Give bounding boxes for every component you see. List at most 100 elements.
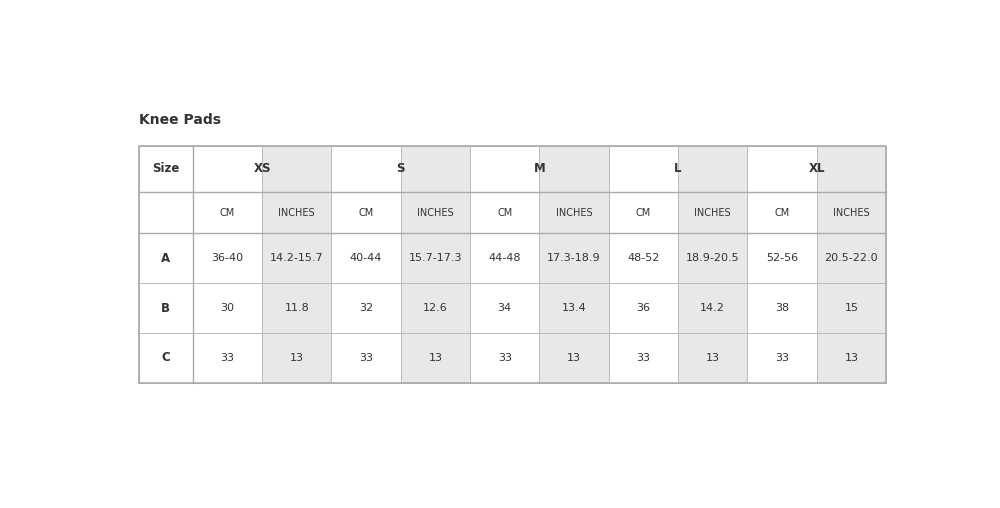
- Text: CM: CM: [774, 208, 790, 217]
- Bar: [609, 146, 678, 192]
- Bar: [401, 333, 470, 383]
- Bar: [539, 233, 609, 283]
- Text: INCHES: INCHES: [556, 208, 592, 217]
- Bar: [139, 192, 193, 233]
- Bar: [139, 146, 193, 192]
- Text: 13: 13: [567, 353, 581, 363]
- Text: M: M: [534, 162, 545, 175]
- Bar: [331, 283, 401, 333]
- Text: 13: 13: [844, 353, 858, 363]
- Bar: [609, 192, 678, 233]
- Text: 33: 33: [636, 353, 650, 363]
- Text: INCHES: INCHES: [278, 208, 315, 217]
- Bar: [539, 192, 609, 233]
- Text: 17.3-18.9: 17.3-18.9: [547, 253, 601, 263]
- Text: B: B: [161, 302, 170, 314]
- Text: 52-56: 52-56: [766, 253, 798, 263]
- Bar: [539, 333, 609, 383]
- Text: Knee Pads: Knee Pads: [139, 113, 221, 128]
- Text: 13: 13: [428, 353, 442, 363]
- Bar: [139, 333, 193, 383]
- Text: 13.4: 13.4: [562, 303, 586, 313]
- Text: INCHES: INCHES: [833, 208, 870, 217]
- Text: 33: 33: [775, 353, 789, 363]
- Text: C: C: [161, 352, 170, 364]
- Text: 15.7-17.3: 15.7-17.3: [409, 253, 462, 263]
- Bar: [539, 283, 609, 333]
- Bar: [678, 192, 747, 233]
- Bar: [747, 333, 817, 383]
- Text: 32: 32: [359, 303, 373, 313]
- Bar: [609, 283, 678, 333]
- Text: S: S: [396, 162, 405, 175]
- Bar: [331, 146, 401, 192]
- Text: A: A: [161, 252, 170, 265]
- Bar: [747, 146, 817, 192]
- Bar: [262, 283, 331, 333]
- Text: 33: 33: [220, 353, 234, 363]
- Bar: [262, 233, 331, 283]
- Bar: [470, 146, 539, 192]
- Bar: [817, 192, 886, 233]
- Text: Size: Size: [152, 162, 180, 175]
- Text: 14.2: 14.2: [700, 303, 725, 313]
- Bar: [193, 146, 262, 192]
- Text: CM: CM: [636, 208, 651, 217]
- Bar: [678, 233, 747, 283]
- Bar: [262, 192, 331, 233]
- Text: 18.9-20.5: 18.9-20.5: [686, 253, 740, 263]
- Bar: [678, 283, 747, 333]
- Bar: [401, 233, 470, 283]
- Text: 15: 15: [844, 303, 858, 313]
- Bar: [401, 283, 470, 333]
- Bar: [262, 146, 331, 192]
- Bar: [817, 146, 886, 192]
- Bar: [139, 283, 193, 333]
- Bar: [401, 192, 470, 233]
- Text: 14.2-15.7: 14.2-15.7: [270, 253, 324, 263]
- Text: 40-44: 40-44: [350, 253, 382, 263]
- Text: 36-40: 36-40: [211, 253, 243, 263]
- Bar: [747, 192, 817, 233]
- Text: XS: XS: [253, 162, 271, 175]
- Text: XL: XL: [808, 162, 825, 175]
- Text: 30: 30: [220, 303, 234, 313]
- Text: INCHES: INCHES: [694, 208, 731, 217]
- Text: CM: CM: [358, 208, 374, 217]
- Bar: [609, 333, 678, 383]
- Bar: [817, 333, 886, 383]
- Bar: [193, 283, 262, 333]
- Text: 33: 33: [359, 353, 373, 363]
- Text: INCHES: INCHES: [417, 208, 454, 217]
- Bar: [193, 192, 262, 233]
- Text: L: L: [674, 162, 682, 175]
- Text: 12.6: 12.6: [423, 303, 448, 313]
- Bar: [747, 283, 817, 333]
- Text: CM: CM: [497, 208, 512, 217]
- Bar: [539, 146, 609, 192]
- Text: 33: 33: [498, 353, 512, 363]
- Bar: [331, 333, 401, 383]
- Bar: [401, 146, 470, 192]
- Text: 36: 36: [636, 303, 650, 313]
- Text: CM: CM: [220, 208, 235, 217]
- Text: 38: 38: [775, 303, 789, 313]
- Bar: [470, 192, 539, 233]
- Text: 13: 13: [706, 353, 720, 363]
- Text: 20.5-22.0: 20.5-22.0: [825, 253, 878, 263]
- Bar: [331, 233, 401, 283]
- Bar: [470, 283, 539, 333]
- Text: 48-52: 48-52: [627, 253, 660, 263]
- Text: 44-48: 44-48: [488, 253, 521, 263]
- Bar: [139, 233, 193, 283]
- Bar: [678, 146, 747, 192]
- Bar: [262, 333, 331, 383]
- Bar: [817, 233, 886, 283]
- Text: 11.8: 11.8: [284, 303, 309, 313]
- Bar: [193, 333, 262, 383]
- Bar: [193, 233, 262, 283]
- Bar: [470, 333, 539, 383]
- Bar: [747, 233, 817, 283]
- Bar: [817, 283, 886, 333]
- Text: 13: 13: [290, 353, 304, 363]
